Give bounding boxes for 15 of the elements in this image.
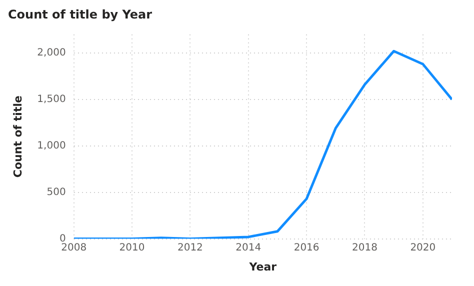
x-tick-label: 2012 bbox=[177, 242, 203, 254]
x-tick-label: 2020 bbox=[410, 242, 436, 254]
x-axis-title: Year bbox=[248, 260, 278, 274]
x-tick-label: 2014 bbox=[236, 242, 262, 254]
chart-title: Count of title by Year bbox=[8, 7, 152, 22]
y-tick-label: 1,000 bbox=[37, 140, 66, 152]
x-tick-label: 2010 bbox=[119, 242, 145, 254]
y-axis-title: Count of title bbox=[11, 96, 24, 178]
x-tick-label: 2008 bbox=[61, 242, 87, 254]
y-tick-label: 500 bbox=[46, 186, 66, 198]
y-tick-label: 2,000 bbox=[37, 48, 66, 59]
x-tick-label: 2016 bbox=[294, 242, 320, 254]
y-tick-label: 1,500 bbox=[37, 94, 66, 106]
x-tick-label: 2018 bbox=[352, 242, 378, 254]
y-tick-label: 0 bbox=[59, 233, 66, 244]
